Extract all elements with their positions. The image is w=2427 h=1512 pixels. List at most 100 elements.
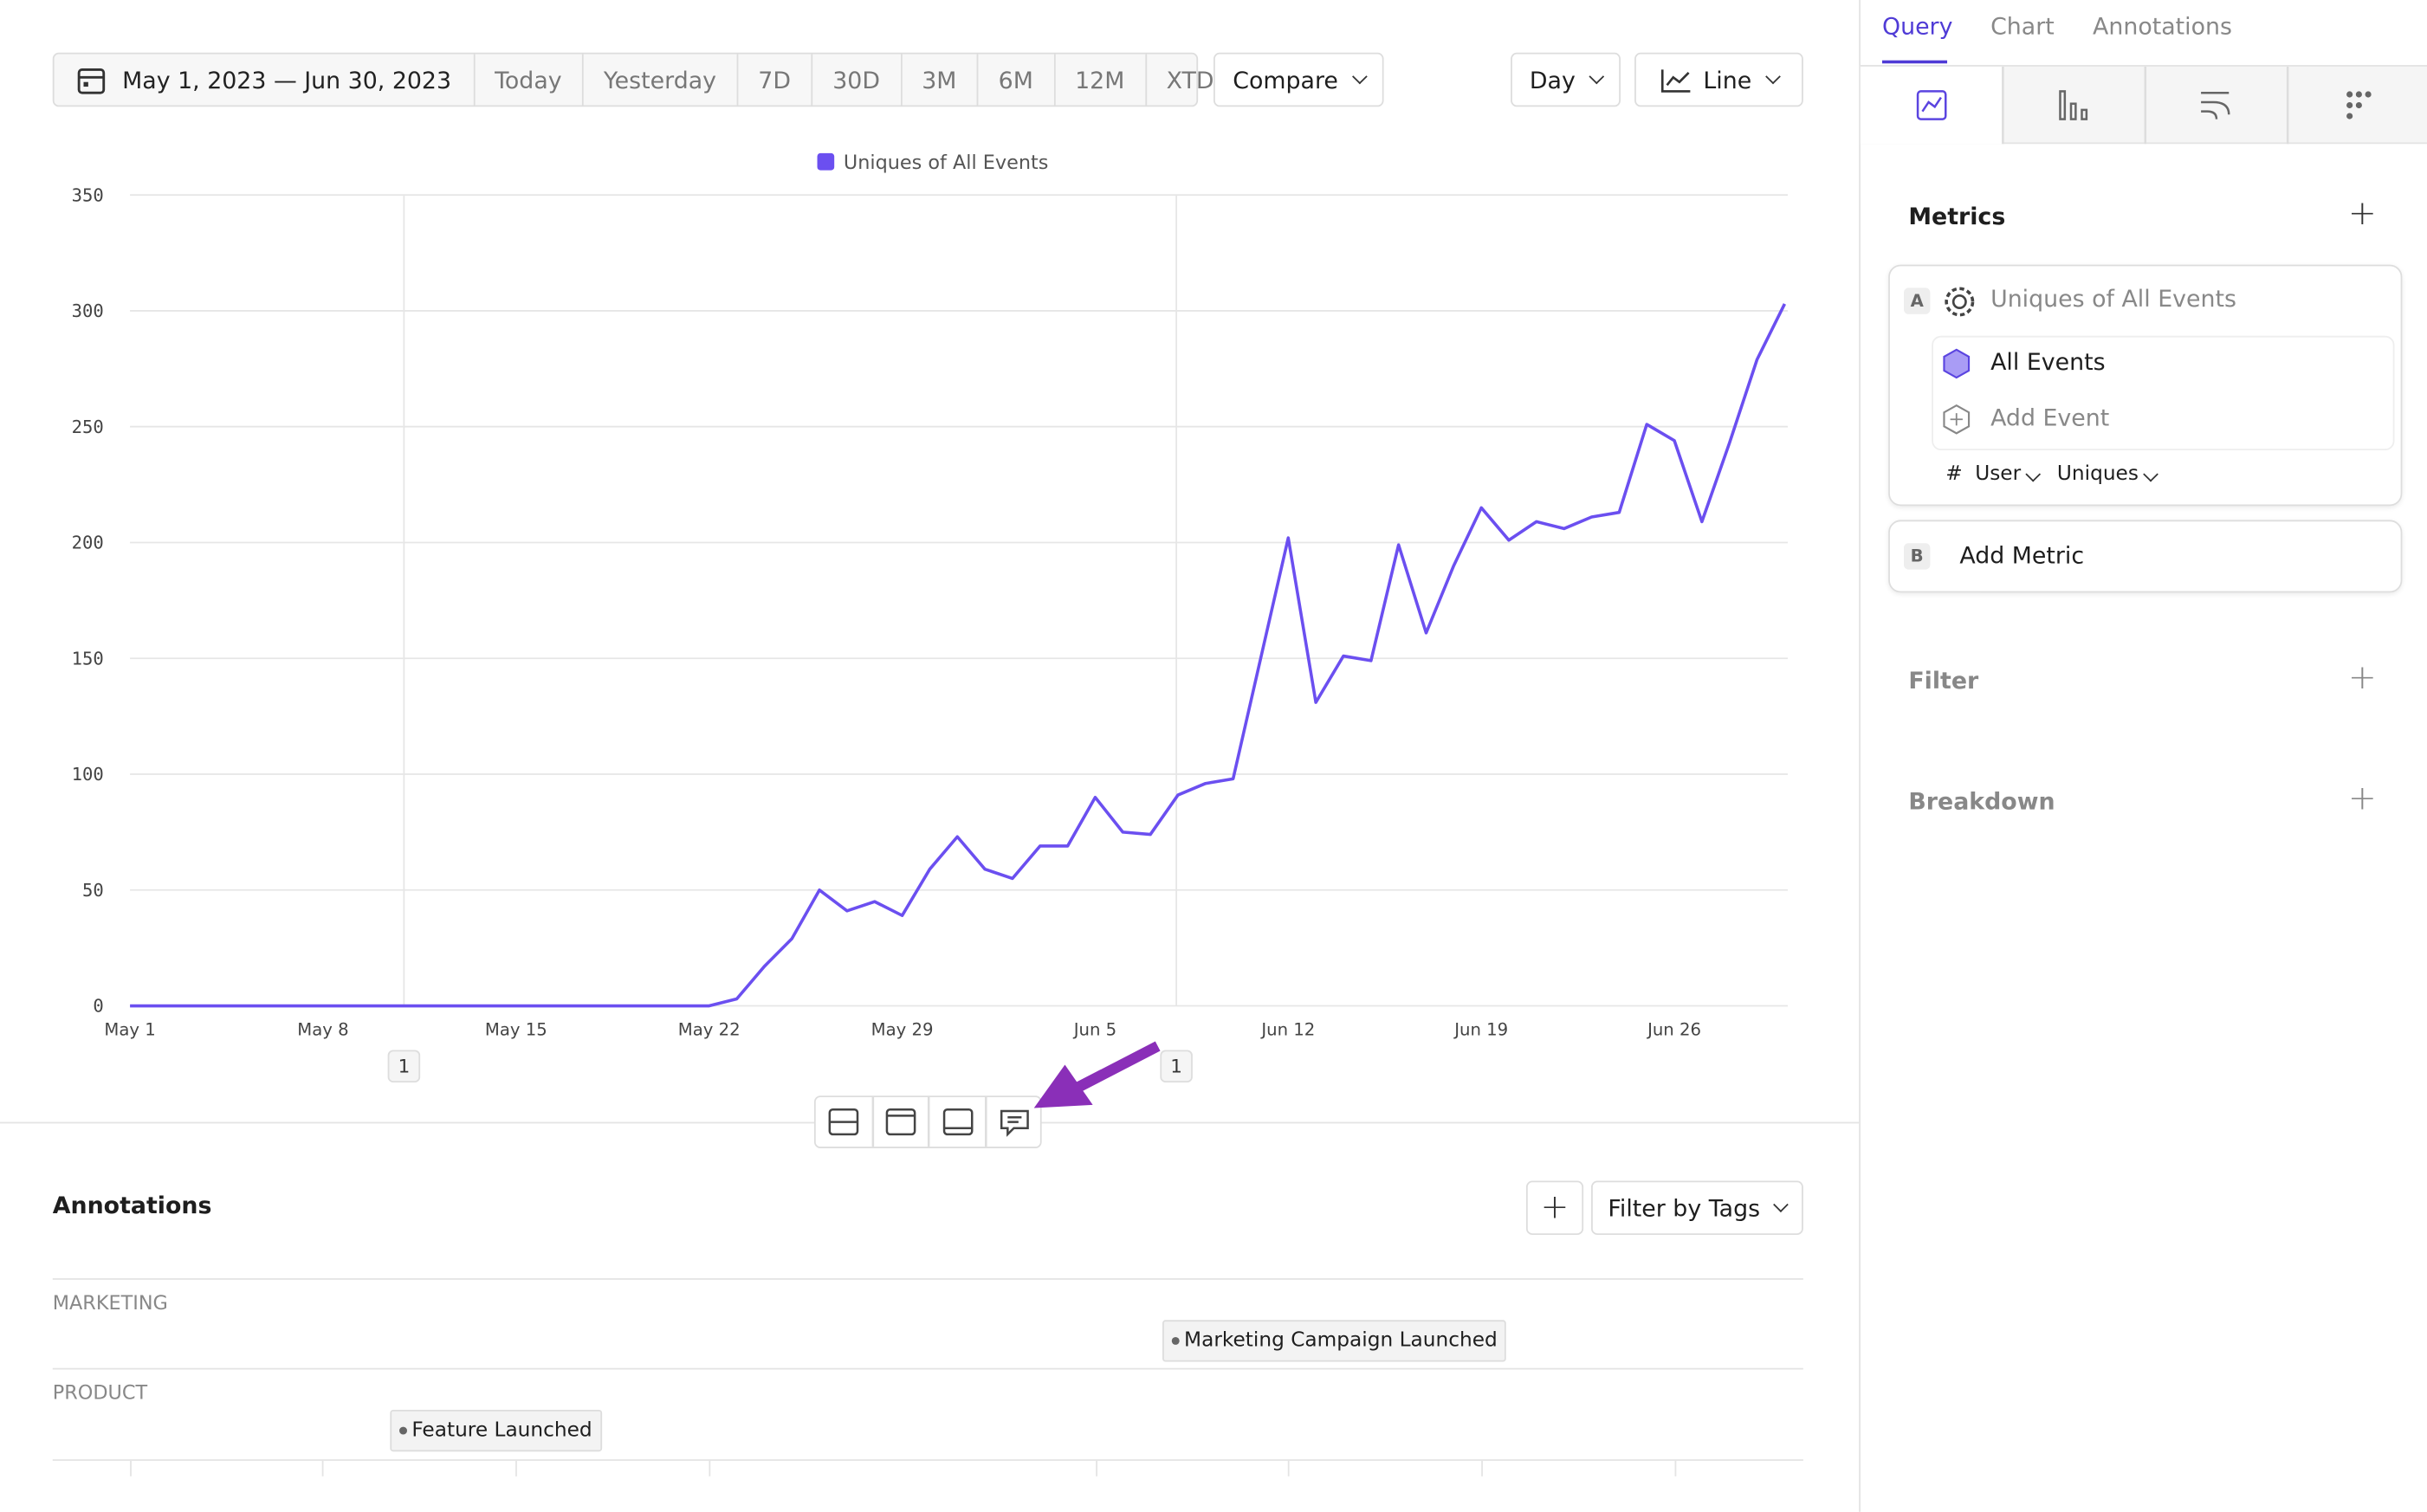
add-event-icon (1943, 404, 1971, 435)
y-tick-label: 200 (72, 533, 104, 553)
x-tick-label: Jun 12 (1259, 1019, 1315, 1039)
x-tick-label: Jun 26 (1646, 1019, 1701, 1039)
breakdown-title: Breakdown (1908, 787, 2055, 816)
timeline-tick (515, 1460, 517, 1476)
x-tick-label: May 15 (485, 1019, 547, 1039)
row-divider (52, 1278, 1803, 1280)
annotation-chip[interactable]: Marketing Campaign Launched (1162, 1320, 1507, 1362)
view-icons[interactable] (816, 1096, 1040, 1147)
preset-button[interactable]: 12M (1053, 54, 1144, 106)
preset-button[interactable]: 3M (900, 54, 976, 106)
interval-label: Day (1529, 65, 1576, 94)
filter-title: Filter (1908, 667, 1979, 695)
y-tick-label: 150 (72, 648, 104, 669)
preset-button[interactable]: XTD (1144, 54, 1252, 106)
metric-letter: A (1903, 288, 1931, 314)
user-label: User (1975, 462, 2022, 487)
row-divider (52, 1367, 1803, 1370)
timeline-tick (709, 1460, 711, 1476)
add-metric-plus[interactable]: + (2347, 195, 2377, 234)
add-metric-label: Add Metric (1959, 541, 2085, 570)
annotation-badge-label: 1 (398, 1056, 411, 1077)
interval-button[interactable]: Day (1511, 52, 1621, 107)
group-name: MARKETING (52, 1290, 168, 1315)
pointer-arrow (1033, 1041, 1161, 1108)
annotation-badge (1160, 1050, 1193, 1082)
chip-label: Marketing Campaign Launched (1184, 1329, 1498, 1353)
y-tick-label: 0 (93, 996, 103, 1017)
aggregation-label: Uniques (2056, 462, 2139, 487)
metric-letter: B (1903, 543, 1931, 570)
tab-underline (1881, 60, 1948, 64)
metrics-title: Metrics (1908, 203, 2006, 231)
timeline-tick (1674, 1460, 1677, 1476)
y-tick-label: 250 (72, 417, 104, 437)
x-tick-label: Jun 5 (1072, 1019, 1116, 1039)
chip-label: Feature Launched (411, 1418, 592, 1443)
preset-button[interactable]: 6M (976, 54, 1053, 106)
preset-button[interactable]: 7D (736, 54, 811, 106)
event-box (1932, 335, 2395, 451)
annotation-badge (387, 1050, 421, 1082)
tab[interactable]: Query (1881, 12, 1953, 41)
timeline-tick (1287, 1460, 1290, 1476)
event-name[interactable]: All Events (1990, 348, 2106, 377)
timeline-tick (1481, 1460, 1483, 1476)
chart-type-button[interactable]: Line (1634, 52, 1803, 107)
tab[interactable]: Annotations (2093, 12, 2232, 41)
chart-type-label: Line (1703, 65, 1752, 94)
x-tick-label: May 1 (104, 1019, 155, 1039)
report-type-icons[interactable] (1860, 66, 2427, 145)
chart: 0 50 100 150 200 250 300 350 May 1 May 8 May 15 May… (72, 152, 1788, 1082)
y-tick-label: 300 (72, 300, 104, 321)
annotation-chip[interactable]: Feature Launched (390, 1409, 602, 1452)
timeline-tick (321, 1460, 324, 1476)
add-annotation[interactable]: + (1525, 1180, 1584, 1236)
x-tick-label: May 29 (871, 1019, 934, 1039)
x-tick-label: Jun 19 (1453, 1019, 1508, 1039)
compare-button[interactable]: Compare (1214, 52, 1384, 107)
filter-tags-label: Filter by Tags (1608, 1193, 1761, 1222)
preset-button[interactable]: 30D (811, 54, 900, 106)
row-divider (52, 1459, 1803, 1461)
line-icon (1661, 68, 1692, 92)
date-range-text: May 1, 2023 — Jun 30, 2023 (122, 65, 452, 94)
legend-label: Uniques of All Events (844, 152, 1048, 174)
preset-button[interactable]: Yesterday (581, 54, 736, 106)
add-breakdown[interactable]: + (2347, 779, 2377, 819)
report-type-bar (1860, 65, 2427, 145)
calendar-icon (77, 68, 106, 94)
hash: # (1945, 462, 1963, 487)
add-metric-card[interactable]: B Add Metric (1888, 520, 2403, 593)
date-toolbar: May 1, 2023 — Jun 30, 2023 Today Yesterda… (52, 52, 1233, 107)
x-tick-label: May 22 (678, 1019, 741, 1039)
series-line (130, 303, 1787, 1008)
y-tick-label: 350 (72, 184, 104, 205)
compare-label: Compare (1233, 65, 1338, 94)
annotation-badge-label: 1 (1170, 1056, 1182, 1077)
add-filter[interactable]: + (2347, 659, 2377, 698)
preset-button[interactable]: Today (473, 54, 582, 106)
date-range[interactable]: May 1, 2023 — Jun 30, 2023 (55, 55, 474, 106)
annotations-title: Annotations (52, 1191, 212, 1220)
y-tick-label: 50 (82, 880, 104, 901)
legend-swatch (817, 152, 835, 171)
chip-dot (399, 1426, 407, 1435)
group-name: PRODUCT (52, 1380, 148, 1404)
filter-tags-button[interactable]: Filter by Tags (1591, 1180, 1803, 1236)
metric-name[interactable]: Uniques of All Events (1990, 284, 2236, 313)
sidebar-border (1859, 0, 1861, 1512)
user-dropdown[interactable]: User (1975, 462, 2041, 487)
tab[interactable]: Chart (1990, 12, 2055, 41)
chip-dot (1171, 1336, 1180, 1345)
add-event[interactable]: Add Event (1990, 404, 2110, 432)
x-tick-label: May 8 (297, 1019, 348, 1039)
timeline-tick (130, 1460, 132, 1476)
aggregation-dropdown[interactable]: Uniques (2056, 462, 2158, 487)
metric-card: A Uniques of All Events All Events Add E… (1888, 264, 2403, 507)
gear-icon (1945, 287, 1975, 317)
view-toolbar (813, 1095, 1042, 1148)
event-icon (1943, 348, 1971, 379)
